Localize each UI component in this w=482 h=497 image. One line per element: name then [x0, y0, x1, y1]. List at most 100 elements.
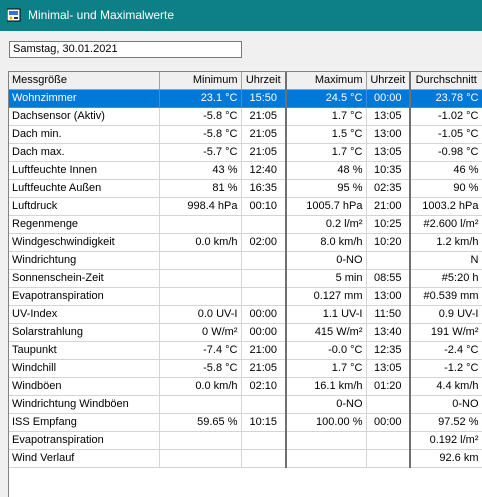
cell-average: 4.4 km/h — [410, 377, 482, 396]
cell-average: -2.4 °C — [410, 341, 482, 360]
cell-max-time: 13:05 — [366, 107, 411, 126]
cell-maximum: 8.0 km/h — [286, 233, 367, 252]
cell-maximum — [286, 449, 367, 468]
cell-min-time: 21:05 — [241, 107, 287, 126]
cell-minimum — [159, 431, 242, 450]
cell-max-time: 10:20 — [366, 233, 411, 252]
window-title: Minimal- und Maximalwerte — [28, 8, 175, 22]
cell-measure: Wind Verlauf — [9, 449, 160, 468]
cell-min-time: 21:05 — [241, 359, 287, 378]
cell-average: 0.9 UV-I — [410, 305, 482, 324]
cell-measure: Dach max. — [9, 143, 160, 162]
title-bar[interactable]: Minimal- und Maximalwerte — [0, 0, 482, 31]
cell-max-time: 13:00 — [366, 287, 411, 306]
table-row[interactable]: Windrichtung 0-NO N — [9, 251, 482, 270]
table-row[interactable]: Luftfeuchte Innen 43 % 12:40 48 % 10:35 46 % — [9, 161, 482, 180]
table-row[interactable]: Windrichtung Windböen 0-NO 0-NO — [9, 395, 482, 414]
table-row[interactable]: Regenmenge 0.2 l/m² 10:25 #2.600 l/m² — [9, 215, 482, 234]
table-row[interactable]: Dach max. -5.7 °C 21:05 1.7 °C 13:05 -0.98 °C — [9, 143, 482, 162]
cell-minimum: -5.8 °C — [159, 359, 242, 378]
cell-max-time: 10:35 — [366, 161, 411, 180]
cell-minimum: 59.65 % — [159, 413, 242, 432]
table-row[interactable]: Evapotranspiration 0.127 mm 13:00 #0.539 mm — [9, 287, 482, 306]
cell-maximum: 1005.7 hPa — [286, 197, 367, 216]
cell-measure: Dach min. — [9, 125, 160, 144]
column-header-average[interactable]: Durchschnitt — [410, 72, 482, 90]
cell-measure: Wohnzimmer — [9, 89, 160, 108]
table-row[interactable]: Windböen 0.0 km/h 02:10 16.1 km/h 01:20 4.4 k… — [9, 377, 482, 396]
cell-minimum: -5.8 °C — [159, 125, 242, 144]
column-header-min-time[interactable]: Uhrzeit — [241, 72, 287, 90]
cell-maximum: 48 % — [286, 161, 367, 180]
cell-average: -0.98 °C — [410, 143, 482, 162]
cell-minimum — [159, 269, 242, 288]
cell-max-time: 13:00 — [366, 125, 411, 144]
table-row[interactable]: Wohnzimmer 23.1 °C 15:50 24.5 °C 00:00 23.78 … — [9, 89, 482, 108]
cell-minimum: -5.7 °C — [159, 143, 242, 162]
table-row[interactable]: Windchill -5.8 °C 21:05 1.7 °C 13:05 -1.2 °C — [9, 359, 482, 378]
cell-average: 1.2 km/h — [410, 233, 482, 252]
cell-max-time: 00:00 — [366, 89, 411, 108]
cell-measure: Evapotranspiration — [9, 287, 160, 306]
cell-minimum: 0 W/m² — [159, 323, 242, 342]
column-header-minimum[interactable]: Minimum — [159, 72, 242, 90]
column-header-max-time[interactable]: Uhrzeit — [366, 72, 411, 90]
cell-min-time — [241, 449, 287, 468]
cell-max-time: 10:25 — [366, 215, 411, 234]
cell-max-time: 08:55 — [366, 269, 411, 288]
cell-average: 92.6 km — [410, 449, 482, 468]
cell-measure: Evapotranspiration — [9, 431, 160, 450]
cell-min-time — [241, 251, 287, 270]
cell-maximum: 100.00 % — [286, 413, 367, 432]
table-row[interactable]: Wind Verlauf 92.6 km — [9, 449, 482, 468]
cell-measure: Windchill — [9, 359, 160, 378]
cell-average: 97.52 % — [410, 413, 482, 432]
column-header-maximum[interactable]: Maximum — [286, 72, 367, 90]
table-row[interactable]: Luftfeuchte Außen 81 % 16:35 95 % 02:35 90 % — [9, 179, 482, 198]
table-row[interactable]: Windgeschwindigkeit 0.0 km/h 02:00 8.0 km/h… — [9, 233, 482, 252]
cell-maximum: 16.1 km/h — [286, 377, 367, 396]
cell-measure: UV-Index — [9, 305, 160, 324]
cell-min-time: 21:05 — [241, 125, 287, 144]
cell-average: N — [410, 251, 482, 270]
cell-max-time: 13:05 — [366, 143, 411, 162]
cell-max-time: 13:40 — [366, 323, 411, 342]
cell-average: 46 % — [410, 161, 482, 180]
cell-minimum — [159, 215, 242, 234]
cell-min-time — [241, 431, 287, 450]
cell-measure: Dachsensor (Aktiv) — [9, 107, 160, 126]
cell-maximum: 24.5 °C — [286, 89, 367, 108]
table-row[interactable]: ISS Empfang 59.65 % 10:15 100.00 % 00:00 97.5… — [9, 413, 482, 432]
table-row[interactable]: Taupunkt -7.4 °C 21:00 -0.0 °C 12:35 -2.4 °C — [9, 341, 482, 360]
column-header-measure[interactable]: Messgröße — [9, 72, 160, 90]
cell-min-time: 00:00 — [241, 305, 287, 324]
cell-maximum: 1.1 UV-I — [286, 305, 367, 324]
values-table: Messgröße Minimum Uhrzeit Maximum Uhrzei… — [9, 72, 482, 468]
cell-minimum: 0.0 UV-I — [159, 305, 242, 324]
cell-min-time: 12:40 — [241, 161, 287, 180]
cell-max-time — [366, 431, 411, 450]
cell-maximum: 1.5 °C — [286, 125, 367, 144]
cell-average: -1.05 °C — [410, 125, 482, 144]
cell-minimum: 0.0 km/h — [159, 377, 242, 396]
cell-average: -1.2 °C — [410, 359, 482, 378]
cell-minimum — [159, 395, 242, 414]
table-row[interactable]: UV-Index 0.0 UV-I 00:00 1.1 UV-I 11:50 0.9 UV… — [9, 305, 482, 324]
cell-minimum: 998.4 hPa — [159, 197, 242, 216]
values-grid[interactable]: Messgröße Minimum Uhrzeit Maximum Uhrzei… — [8, 71, 482, 497]
table-row[interactable]: Luftdruck 998.4 hPa 00:10 1005.7 hPa 21:00 10… — [9, 197, 482, 216]
cell-minimum: -7.4 °C — [159, 341, 242, 360]
table-row[interactable]: Sonnenschein-Zeit 5 min 08:55 #5:20 h — [9, 269, 482, 288]
cell-maximum: 1.7 °C — [286, 107, 367, 126]
cell-average: #2.600 l/m² — [410, 215, 482, 234]
cell-minimum: 43 % — [159, 161, 242, 180]
header-row: Messgröße Minimum Uhrzeit Maximum Uhrzei… — [9, 72, 482, 90]
cell-minimum: 23.1 °C — [159, 89, 242, 108]
cell-min-time: 02:10 — [241, 377, 287, 396]
table-row[interactable]: Evapotranspiration 0.192 l/m² — [9, 431, 482, 450]
table-row[interactable]: Solarstrahlung 0 W/m² 00:00 415 W/m² 13:40 19… — [9, 323, 482, 342]
date-field[interactable]: Samstag, 30.01.2021 — [9, 41, 242, 58]
table-row[interactable]: Dachsensor (Aktiv) -5.8 °C 21:05 1.7 °C 13:0… — [9, 107, 482, 126]
table-row[interactable]: Dach min. -5.8 °C 21:05 1.5 °C 13:00 -1.05 °C — [9, 125, 482, 144]
cell-max-time: 01:20 — [366, 377, 411, 396]
